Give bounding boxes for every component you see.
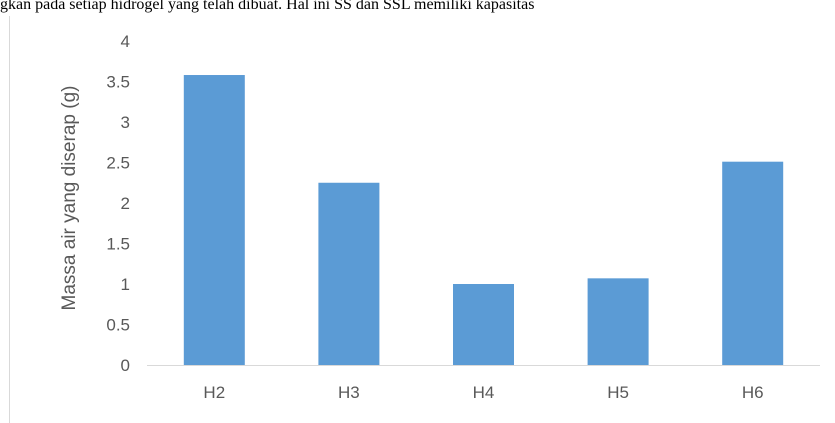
y-tick-label: 3.5 bbox=[106, 73, 130, 92]
x-tick-label: H2 bbox=[203, 383, 225, 402]
bar-h2 bbox=[183, 75, 245, 366]
x-tick-label: H6 bbox=[742, 383, 764, 402]
clipped-body-text: gkan pada setiap hidrogel yang telah dib… bbox=[0, 0, 535, 13]
chart-frame-left-border bbox=[9, 16, 10, 423]
x-tick-label: H3 bbox=[338, 383, 360, 402]
y-tick-label: 1 bbox=[121, 275, 130, 294]
bars bbox=[183, 75, 784, 366]
y-tick-label: 1.5 bbox=[106, 235, 130, 254]
y-tick-label: 0.5 bbox=[106, 316, 130, 335]
x-tick-label: H4 bbox=[473, 383, 495, 402]
bar-h6 bbox=[722, 161, 784, 365]
bar-h4 bbox=[453, 284, 514, 365]
x-tick-label: H5 bbox=[607, 383, 629, 402]
y-tick-label: 0 bbox=[121, 356, 130, 375]
y-axis-label: Massa air yang diserap (g) bbox=[59, 86, 80, 311]
bar-h5 bbox=[587, 278, 649, 365]
x-axis-ticks: H2 H3 H4 H5 H6 bbox=[203, 383, 763, 402]
y-tick-label: 3 bbox=[121, 113, 130, 132]
y-tick-label: 2 bbox=[121, 194, 130, 213]
y-tick-label: 4 bbox=[121, 32, 130, 51]
bar-h3 bbox=[318, 182, 380, 365]
y-tick-label: 2.5 bbox=[106, 154, 130, 173]
y-axis-ticks: 0 0.5 1 1.5 2 2.5 3 3.5 4 bbox=[106, 32, 130, 375]
